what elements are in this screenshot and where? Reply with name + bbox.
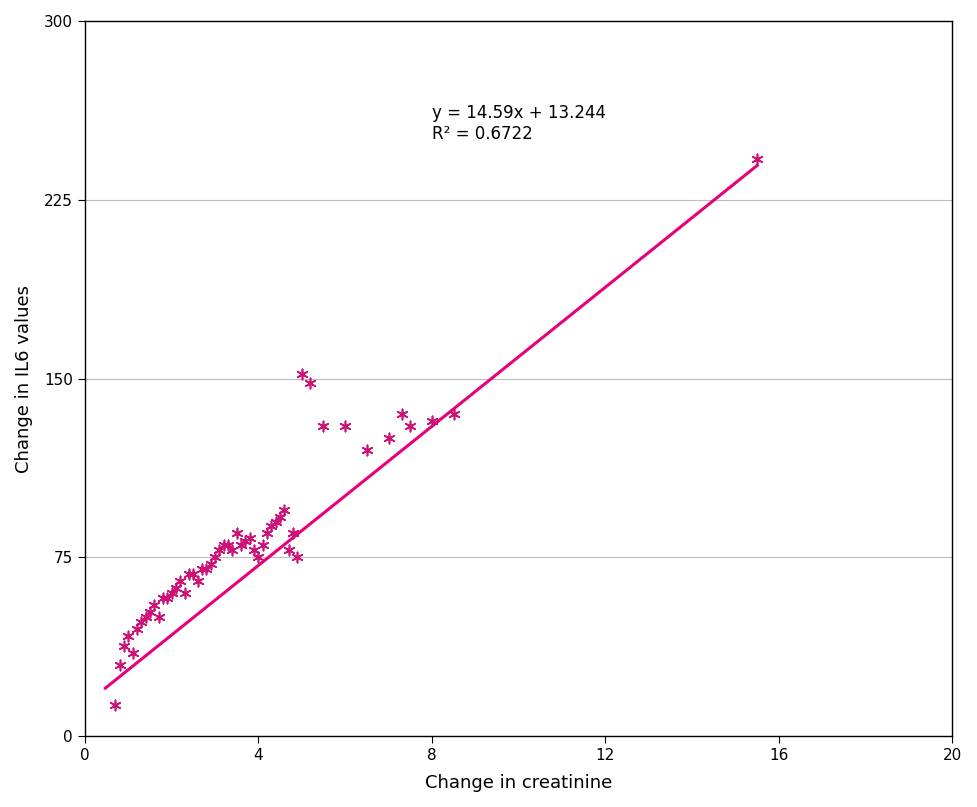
Point (259, 527, 275, 540)
Point (273, 510, 288, 523)
Point (285, 527, 301, 540)
Point (242, 532, 258, 545)
Point (394, 408, 409, 420)
Point (111, 659, 127, 671)
Point (294, 367, 310, 380)
Point (143, 606, 158, 619)
Text: y = 14.59x + 13.244
R² = 0.6722: y = 14.59x + 13.244 R² = 0.6722 (432, 104, 606, 143)
Y-axis label: Change in IL6 values: Change in IL6 values (15, 285, 33, 473)
Point (403, 420, 418, 433)
Point (203, 558, 219, 571)
Point (303, 377, 319, 390)
Point (194, 562, 210, 575)
Point (125, 646, 141, 659)
Point (268, 515, 283, 528)
Point (250, 551, 266, 564)
Point (173, 575, 189, 587)
Point (207, 551, 223, 564)
Point (159, 592, 175, 604)
Point (337, 420, 353, 433)
Point (216, 539, 232, 552)
Point (424, 415, 440, 428)
Point (155, 592, 171, 604)
Point (198, 562, 214, 575)
Point (264, 520, 279, 533)
Point (129, 622, 145, 635)
Point (220, 539, 235, 552)
Point (359, 444, 374, 457)
Point (138, 610, 153, 623)
Point (186, 567, 201, 580)
Point (134, 615, 149, 628)
Point (164, 587, 180, 600)
Point (234, 539, 249, 552)
Point (181, 567, 196, 580)
Point (255, 539, 271, 552)
Point (116, 639, 132, 652)
Point (177, 587, 192, 600)
Point (168, 582, 184, 595)
X-axis label: Change in creatinine: Change in creatinine (425, 774, 613, 792)
Point (225, 544, 240, 557)
Point (749, 153, 765, 165)
Point (276, 504, 292, 516)
Point (147, 599, 162, 612)
Point (150, 610, 166, 623)
Point (107, 699, 123, 712)
Point (212, 544, 228, 557)
Point (237, 534, 253, 547)
Point (120, 629, 136, 642)
Point (281, 544, 297, 557)
Point (289, 551, 305, 564)
Point (381, 432, 397, 445)
Point (190, 575, 205, 587)
Point (446, 408, 461, 420)
Point (246, 544, 262, 557)
Point (316, 420, 331, 433)
Point (229, 527, 244, 540)
